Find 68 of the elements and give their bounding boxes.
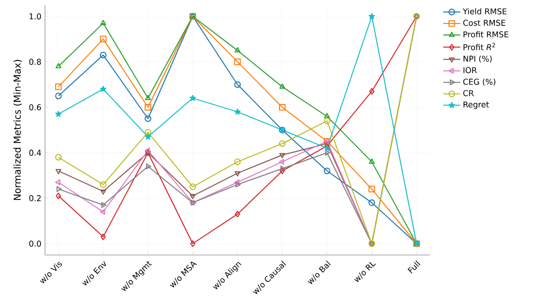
- point: [234, 179, 240, 186]
- point: [145, 94, 151, 100]
- point: [144, 115, 152, 122]
- y-tick-label: 0.0: [29, 240, 41, 247]
- point: [368, 199, 376, 206]
- legend-label: Yield RMSE: [462, 8, 506, 14]
- point: [100, 189, 106, 195]
- point: [278, 104, 286, 111]
- point: [190, 94, 196, 101]
- legend-label: CR: [463, 90, 474, 96]
- point: [278, 158, 284, 165]
- point: [190, 240, 196, 247]
- point: [324, 168, 330, 174]
- legend-label: Cost RMSE: [463, 20, 506, 26]
- point: [144, 128, 152, 136]
- y-tick-label: 0.4: [29, 150, 42, 156]
- x-tick-label: w/o RL: [354, 262, 376, 282]
- point: [324, 113, 330, 118]
- point: [101, 202, 106, 208]
- point: [100, 234, 106, 240]
- y-tick-label: 0.2: [29, 195, 41, 202]
- point: [279, 84, 286, 89]
- legend-label: NPI (%): [464, 56, 492, 63]
- legend-label: Profit R$^{2}$: [464, 42, 495, 50]
- y-tick-label: 0.8: [29, 58, 41, 65]
- point: [55, 84, 62, 90]
- y-tick-label: 1.0: [30, 13, 41, 20]
- point: [280, 168, 285, 174]
- point: [325, 150, 330, 156]
- point: [234, 171, 240, 176]
- x-tick-label: w/o Vis: [40, 262, 62, 284]
- legend-label: Profit RMSE: [464, 31, 508, 38]
- point: [234, 58, 241, 66]
- point: [368, 158, 375, 164]
- point: [234, 210, 240, 218]
- point: [100, 52, 106, 58]
- point: [144, 104, 152, 111]
- point: [280, 166, 286, 172]
- point: [324, 118, 330, 124]
- point: [100, 86, 106, 92]
- point: [144, 148, 150, 154]
- point: [369, 88, 374, 95]
- point: [100, 208, 106, 215]
- point: [144, 134, 152, 140]
- point: [234, 158, 241, 166]
- point: [368, 186, 376, 192]
- point: [278, 140, 286, 147]
- legend-label: Regret: [464, 102, 489, 110]
- y-axis-title: Normalized Metrics (Min-Max): [13, 60, 22, 200]
- x-tick-label: Full: [408, 260, 420, 274]
- x-tick-label: w/o Bal: [308, 260, 331, 284]
- point: [100, 36, 106, 42]
- point: [234, 47, 240, 52]
- point: [146, 163, 152, 170]
- point: [236, 182, 241, 188]
- point: [324, 142, 330, 147]
- point: [279, 153, 286, 158]
- point: [234, 108, 241, 115]
- y-tick-label: 0.6: [29, 104, 41, 110]
- point: [100, 181, 106, 188]
- point: [234, 81, 241, 88]
- point: [55, 110, 62, 117]
- point: [100, 20, 106, 26]
- point: [190, 194, 196, 200]
- legend-label: CEG (%): [463, 78, 496, 86]
- point: [189, 184, 196, 190]
- point: [368, 13, 375, 20]
- legend-label: IOR: [464, 67, 477, 74]
